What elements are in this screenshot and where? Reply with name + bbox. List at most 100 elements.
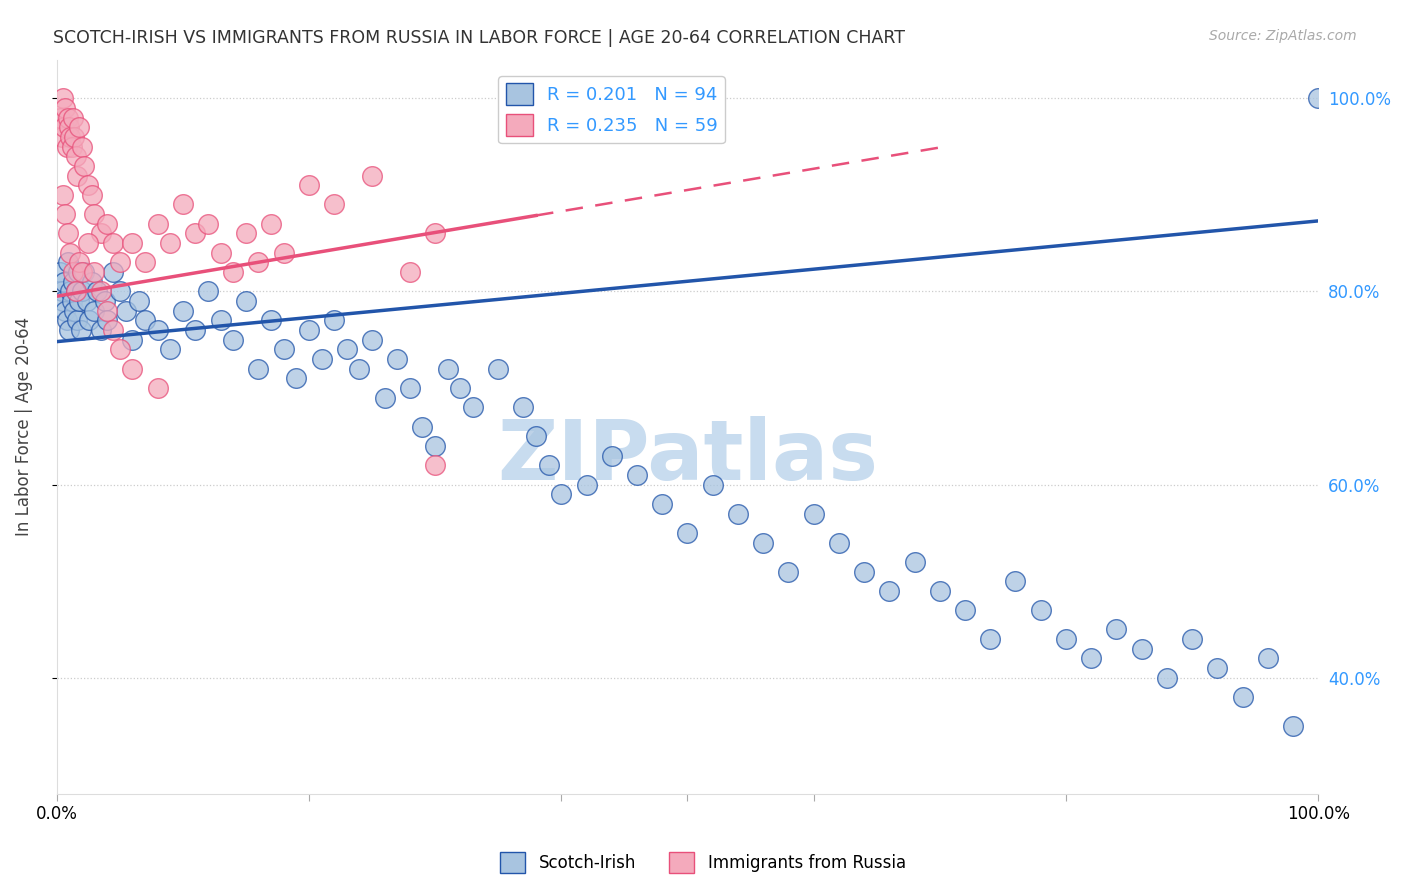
Point — [879, 583, 901, 598]
Point — [1105, 623, 1128, 637]
Point — [49, 111, 72, 125]
Point — [323, 197, 346, 211]
Point — [197, 285, 219, 299]
Point — [83, 207, 105, 221]
Point — [108, 255, 131, 269]
Point — [461, 401, 484, 415]
Point — [59, 245, 82, 260]
Point — [73, 265, 96, 279]
Point — [1282, 719, 1305, 733]
Point — [90, 285, 112, 299]
Point — [172, 197, 194, 211]
Point — [62, 111, 84, 125]
Point — [65, 285, 87, 299]
Point — [103, 236, 125, 251]
Point — [676, 525, 699, 540]
Point — [79, 313, 101, 327]
Point — [103, 265, 125, 279]
Point — [928, 583, 950, 598]
Point — [903, 555, 925, 569]
Point — [550, 487, 572, 501]
Point — [134, 313, 156, 327]
Point — [52, 187, 75, 202]
Point — [70, 265, 93, 279]
Point — [1054, 632, 1077, 647]
Point — [56, 227, 79, 241]
Point — [702, 477, 724, 491]
Point — [60, 294, 83, 309]
Point — [67, 255, 90, 269]
Point — [374, 391, 396, 405]
Point — [1206, 661, 1229, 675]
Point — [67, 120, 90, 135]
Point — [108, 285, 131, 299]
Point — [323, 313, 346, 327]
Point — [90, 323, 112, 337]
Point — [58, 120, 80, 135]
Point — [387, 351, 409, 366]
Point — [197, 217, 219, 231]
Point — [399, 381, 422, 395]
Point — [51, 129, 73, 144]
Text: ZIPatlas: ZIPatlas — [496, 416, 877, 497]
Point — [103, 323, 125, 337]
Point — [49, 265, 72, 279]
Point — [172, 303, 194, 318]
Point — [146, 381, 169, 395]
Point — [260, 313, 283, 327]
Point — [600, 449, 623, 463]
Point — [1029, 603, 1052, 617]
Point — [1232, 690, 1254, 704]
Point — [55, 207, 77, 221]
Point — [55, 303, 77, 318]
Point — [65, 149, 87, 163]
Point — [53, 275, 76, 289]
Point — [273, 245, 295, 260]
Point — [184, 323, 207, 337]
Point — [336, 343, 359, 357]
Point — [752, 535, 775, 549]
Point — [52, 294, 75, 309]
Point — [90, 227, 112, 241]
Point — [1181, 632, 1204, 647]
Legend: R = 0.201   N = 94, R = 0.235   N = 59: R = 0.201 N = 94, R = 0.235 N = 59 — [498, 76, 725, 144]
Point — [298, 323, 321, 337]
Point — [63, 129, 86, 144]
Point — [486, 361, 509, 376]
Point — [56, 111, 79, 125]
Point — [80, 275, 103, 289]
Point — [70, 139, 93, 153]
Point — [58, 323, 80, 337]
Point — [423, 458, 446, 473]
Point — [63, 303, 86, 318]
Point — [512, 401, 534, 415]
Point — [1308, 91, 1330, 105]
Point — [76, 294, 98, 309]
Point — [55, 101, 77, 115]
Point — [436, 361, 458, 376]
Point — [83, 303, 105, 318]
Point — [399, 265, 422, 279]
Point — [423, 227, 446, 241]
Point — [828, 535, 851, 549]
Point — [1156, 671, 1178, 685]
Point — [62, 265, 84, 279]
Point — [55, 313, 77, 327]
Legend: Scotch-Irish, Immigrants from Russia: Scotch-Irish, Immigrants from Russia — [494, 846, 912, 880]
Point — [59, 129, 82, 144]
Point — [411, 419, 433, 434]
Point — [222, 265, 245, 279]
Point — [51, 285, 73, 299]
Point — [56, 255, 79, 269]
Point — [803, 507, 825, 521]
Point — [361, 169, 384, 183]
Point — [298, 178, 321, 193]
Text: Source: ZipAtlas.com: Source: ZipAtlas.com — [1209, 29, 1357, 43]
Text: SCOTCH-IRISH VS IMMIGRANTS FROM RUSSIA IN LABOR FORCE | AGE 20-64 CORRELATION CH: SCOTCH-IRISH VS IMMIGRANTS FROM RUSSIA I… — [53, 29, 905, 46]
Point — [184, 227, 207, 241]
Point — [235, 294, 257, 309]
Point — [537, 458, 560, 473]
Point — [77, 178, 100, 193]
Point — [235, 227, 257, 241]
Point — [59, 285, 82, 299]
